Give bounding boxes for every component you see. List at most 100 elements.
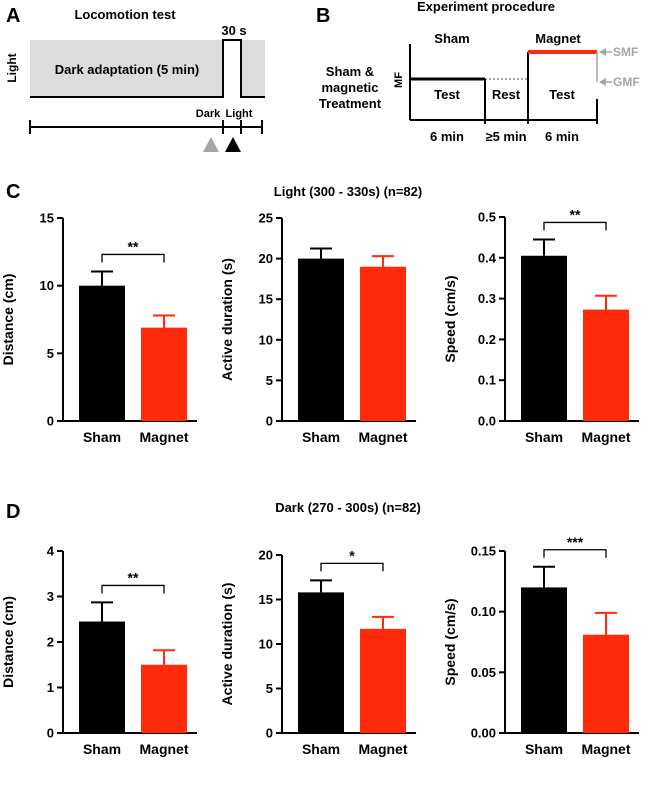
x-tick-label-magnet: Magnet: [140, 429, 189, 445]
chart-dark-speed: 0.00 0.05 0.10 0.15 Speed (cm/s) Sham Magnet **…: [442, 534, 639, 757]
y-axis-title: Distance (cm): [0, 596, 16, 688]
panel-c-letter: C: [6, 181, 20, 203]
significance-bracket: [101, 253, 165, 263]
significance-bracket: [320, 562, 384, 572]
x-tick-label-magnet: Magnet: [359, 429, 408, 445]
y-tick-label: 10: [259, 637, 273, 652]
y-tick-label: 0: [266, 414, 273, 429]
y-tick-label: 5: [266, 681, 273, 696]
treatment-label-line3: Treatment: [319, 96, 382, 111]
bar-sham: [298, 592, 344, 733]
significance-label: ***: [567, 534, 584, 550]
x-tick-label-sham: Sham: [302, 741, 340, 757]
dark-marker-icon: [203, 137, 219, 152]
light-trace: [30, 39, 265, 98]
y-tick-label: 4: [47, 544, 55, 559]
chart-light-active-duration: 0 5 10 15 20 25 Active duration (s) Sham Magnet: [219, 211, 416, 445]
mf-axis-label: MF: [393, 72, 405, 88]
y-axis-title: Speed (cm/s): [442, 275, 458, 362]
y-tick-label: 0.0: [478, 414, 496, 429]
bar-magnet: [141, 664, 187, 733]
significance-bracket: [543, 549, 607, 558]
panel-a: A Locomotion test Light Dark adaptation …: [5, 5, 265, 152]
light-marker-icon: [225, 137, 241, 152]
bar-sham: [79, 285, 125, 421]
smf-arrow-icon: [599, 48, 606, 56]
y-tick-label: 15: [259, 292, 273, 307]
y-axis-title: Active duration (s): [219, 583, 235, 706]
y-tick-label: 0: [47, 414, 54, 429]
panel-d-title: Dark (270 - 300s) (n=82): [275, 500, 421, 515]
panel-a-letter: A: [6, 5, 20, 27]
significance-label: **: [128, 238, 139, 254]
dark-adaptation-label: Dark adaptation (5 min): [55, 62, 199, 77]
y-tick-label: 5: [266, 373, 273, 388]
x-tick-label-magnet: Magnet: [359, 741, 408, 757]
y-tick-label: 0.5: [478, 210, 496, 225]
y-tick-label: 25: [259, 211, 273, 226]
significance-label: **: [570, 206, 581, 222]
treatment-label-line1: Sham &: [326, 64, 374, 79]
bar-magnet: [583, 309, 629, 421]
bar-magnet: [583, 634, 629, 733]
x-tick-label-sham: Sham: [525, 429, 563, 445]
x-tick-label-magnet: Magnet: [140, 741, 189, 757]
gmf-label: GMF: [613, 75, 640, 89]
significance-bracket: [101, 584, 165, 594]
x-tick-label-sham: Sham: [83, 429, 121, 445]
panel-b: B Experiment procedure Sham Magnet Sham …: [316, 0, 640, 144]
bar-magnet: [141, 327, 187, 421]
significance-label: *: [349, 547, 355, 563]
panel-d-letter: D: [6, 501, 20, 523]
magnet-phase-label: Magnet: [535, 31, 581, 46]
y-tick-label: 0.3: [478, 291, 496, 306]
chart-dark-distance: 0 1 2 3 4 Distance (cm) Sham Magnet **: [0, 544, 197, 757]
chart-light-distance: 0 5 10 15 Distance (cm) Sham Magnet **: [0, 211, 197, 445]
bar-sham: [298, 258, 344, 421]
x-tick-label-magnet: Magnet: [582, 429, 631, 445]
y-tick-label: 0.2: [478, 332, 496, 347]
duration-test-1: 6 min: [430, 129, 464, 144]
phase-test-2: Test: [549, 87, 575, 102]
duration-test-2: 6 min: [545, 129, 579, 144]
y-tick-label: 1: [47, 680, 54, 695]
y-tick-label: 15: [40, 211, 54, 226]
y-tick-label: 10: [259, 332, 273, 347]
smf-label: SMF: [613, 45, 638, 59]
y-tick-label: 15: [259, 592, 273, 607]
y-tick-label: 0: [47, 726, 54, 741]
y-axis-title: Distance (cm): [0, 274, 16, 366]
dark-tick-label: Dark: [196, 108, 221, 120]
phase-test-1: Test: [434, 87, 460, 102]
x-tick-label-sham: Sham: [83, 741, 121, 757]
bar-sham: [79, 621, 125, 733]
y-tick-label: 0.1: [478, 373, 496, 388]
y-tick-label: 5: [47, 346, 54, 361]
y-tick-label: 20: [259, 548, 273, 563]
gmf-arrow-icon: [599, 78, 606, 86]
duration-rest: ≥5 min: [485, 129, 526, 144]
y-tick-label: 2: [47, 635, 54, 650]
significance-bracket: [543, 221, 607, 231]
dark-adaptation-zone: [30, 40, 223, 97]
panel-a-title: Locomotion test: [74, 7, 176, 22]
phase-rest: Rest: [492, 87, 521, 102]
y-tick-label: 0.10: [471, 604, 496, 619]
chart-dark-active-duration: 0 5 10 15 20 Active duration (s) Sham Magnet *: [219, 547, 416, 757]
bar-sham: [521, 255, 567, 421]
y-tick-label: 10: [40, 278, 54, 293]
panel-b-title: Experiment procedure: [417, 0, 555, 14]
bar-magnet: [360, 266, 406, 421]
y-tick-label: 3: [47, 589, 54, 604]
x-tick-label-sham: Sham: [302, 429, 340, 445]
y-tick-label: 20: [259, 251, 273, 266]
bar-sham: [521, 587, 567, 733]
light-tick-label: Light: [226, 108, 253, 120]
y-axis-title: Active duration (s): [219, 258, 235, 381]
panel-b-letter: B: [316, 5, 330, 27]
y-tick-label: 0.00: [471, 726, 496, 741]
pulse-duration-label: 30 s: [221, 23, 246, 38]
y-tick-label: 0.05: [471, 665, 496, 680]
x-tick-label-magnet: Magnet: [582, 741, 631, 757]
